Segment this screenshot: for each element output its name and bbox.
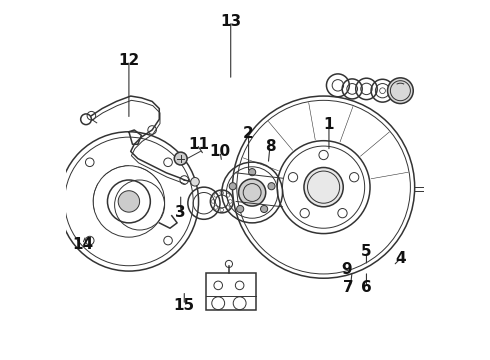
Text: 14: 14 xyxy=(72,237,93,252)
Text: 13: 13 xyxy=(220,14,241,28)
Text: 3: 3 xyxy=(175,204,186,220)
Circle shape xyxy=(248,168,256,176)
Text: 12: 12 xyxy=(118,53,140,68)
Circle shape xyxy=(261,206,268,212)
Circle shape xyxy=(239,179,266,206)
Circle shape xyxy=(304,167,343,207)
Text: 6: 6 xyxy=(361,280,372,295)
Text: 8: 8 xyxy=(265,139,275,154)
Circle shape xyxy=(191,177,199,186)
Text: 10: 10 xyxy=(209,144,231,159)
Circle shape xyxy=(388,78,413,104)
Circle shape xyxy=(174,152,187,165)
Text: 1: 1 xyxy=(324,117,334,132)
Text: 5: 5 xyxy=(361,244,372,259)
Circle shape xyxy=(229,183,236,190)
Circle shape xyxy=(237,206,244,212)
Text: 7: 7 xyxy=(343,280,354,295)
Text: 9: 9 xyxy=(342,262,352,277)
Text: 15: 15 xyxy=(174,297,195,312)
Text: 4: 4 xyxy=(395,251,406,266)
Circle shape xyxy=(268,183,275,190)
Text: 2: 2 xyxy=(243,126,254,141)
Text: 11: 11 xyxy=(188,137,209,152)
Circle shape xyxy=(118,191,140,212)
